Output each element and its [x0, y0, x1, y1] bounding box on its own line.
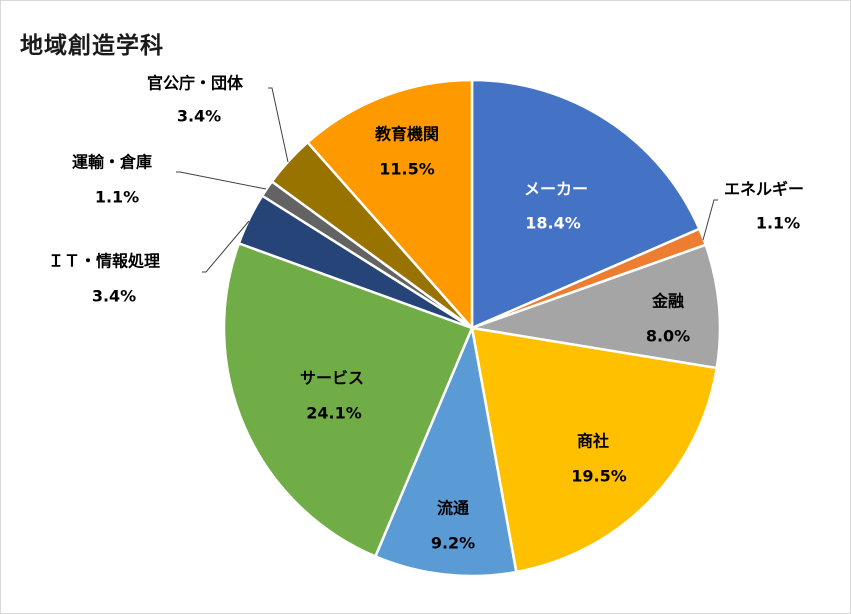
leader-line-7 [202, 220, 250, 273]
slice-percent-label: 1.1% [756, 214, 800, 233]
slice-name-label: エネルギー [724, 180, 804, 199]
slice-name-label: 金融 [651, 292, 684, 311]
slice-name-label: 流通 [437, 499, 469, 518]
leader-line-9 [268, 87, 289, 163]
slice-name-label: 教育機関 [375, 125, 439, 144]
slice-percent-label: 24.1% [306, 404, 362, 423]
leader-line-8 [176, 171, 267, 190]
chart-title: 地域創造学科 [20, 33, 164, 59]
pie-slice-4 [470, 326, 718, 574]
slice-percent-label: 19.5% [571, 467, 627, 486]
slice-percent-label: 8.0% [646, 327, 690, 346]
pie-slice-1 [470, 78, 701, 330]
slice-name-label: サービス [300, 369, 364, 388]
slice-percent-label: 9.2% [431, 534, 475, 553]
slice-name-label: メーカー [524, 180, 588, 199]
slice-percent-label: 11.5% [379, 160, 435, 179]
slice-name-label: ＩＴ・情報処理 [48, 252, 160, 271]
slice-percent-label: 3.4% [177, 107, 221, 126]
slice-percent-label: 18.4% [525, 214, 581, 233]
leader-line-2 [702, 199, 718, 241]
slice-percent-label: 3.4% [92, 287, 136, 306]
pie-slice-5 [374, 326, 518, 578]
pie-slice-10 [306, 78, 474, 330]
pie-slice-6 [222, 242, 474, 558]
slice-percent-label: 1.1% [95, 188, 139, 207]
slice-name-label: 官公庁・団体 [147, 74, 244, 93]
slice-name-label: 運輸・倉庫 [72, 153, 152, 172]
slice-name-label: 商社 [577, 432, 609, 451]
